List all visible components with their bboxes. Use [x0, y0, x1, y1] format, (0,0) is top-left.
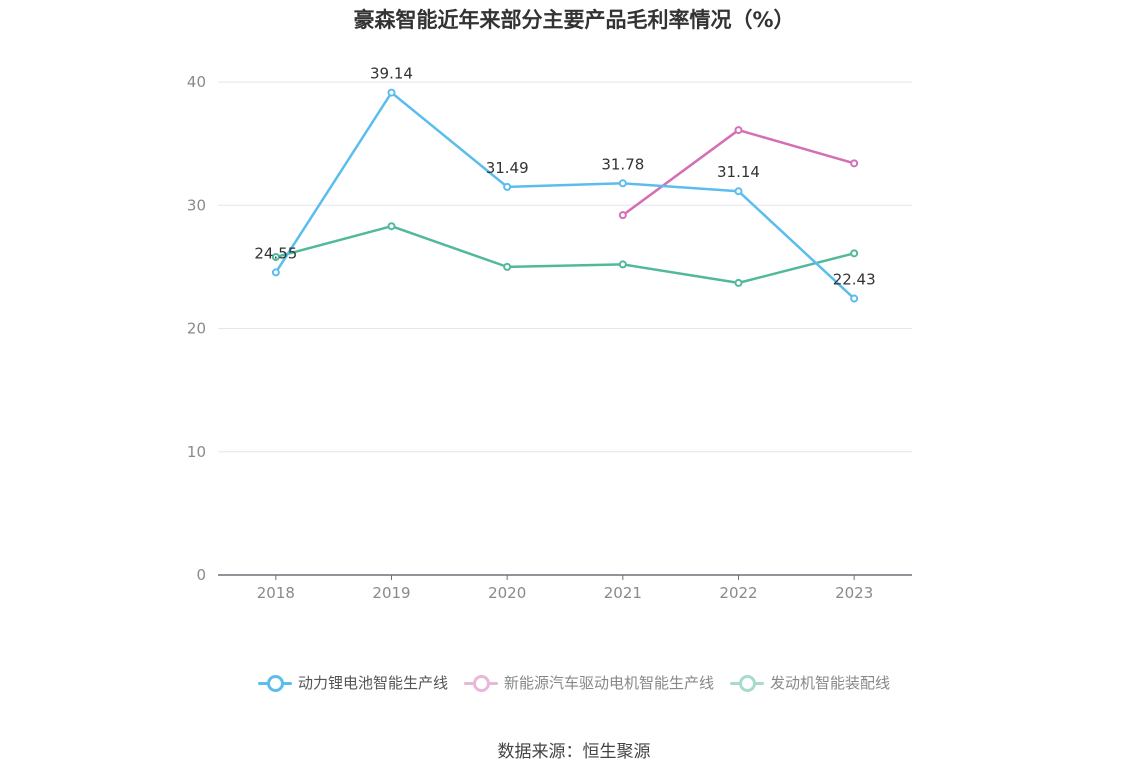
legend-marker: [257, 673, 292, 693]
data-point[interactable]: [850, 159, 859, 168]
data-point[interactable]: [734, 187, 743, 196]
y-tick-label: 0: [196, 566, 206, 584]
data-point[interactable]: [503, 262, 512, 271]
data-label: 31.14: [717, 163, 760, 181]
y-tick-label: 40: [187, 73, 206, 91]
legend-marker: [730, 673, 764, 693]
legend-label: 动力锂电池智能生产线: [297, 674, 448, 692]
series-3: [271, 222, 859, 287]
data-point[interactable]: [387, 88, 396, 97]
data-point[interactable]: [271, 253, 280, 262]
data-point[interactable]: [734, 278, 743, 287]
chart-title: 豪森智能近年来部分主要产品毛利率情况（%）: [353, 8, 795, 32]
series-line: [274, 91, 856, 300]
legend-label: 新能源汽车驱动电机智能生产线: [503, 674, 714, 692]
data-label: 31.49: [486, 159, 529, 177]
data-point[interactable]: [618, 211, 627, 220]
data-point[interactable]: [271, 268, 280, 277]
series-1: [271, 88, 859, 303]
data-point[interactable]: [503, 182, 512, 191]
data-label: 39.14: [370, 65, 413, 83]
series-line: [275, 224, 855, 285]
x-tick-label: 2021: [604, 584, 642, 602]
x-tick-label: 2018: [257, 584, 295, 602]
legend-label: 发动机智能装配线: [770, 674, 891, 692]
y-tick-label: 30: [187, 196, 206, 214]
legend: 动力锂电池智能生产线 新能源汽车驱动电机智能生产线 发动机智能装配线: [0, 672, 1148, 693]
y-axis-ticks: 0 10 20 30 40: [187, 73, 206, 584]
legend-item-3[interactable]: 发动机智能装配线: [730, 672, 890, 693]
data-point[interactable]: [618, 179, 627, 188]
data-source: 数据来源：恒生聚源: [497, 742, 651, 762]
x-axis: 2018 2019 2020 2021 2022 2023: [218, 574, 912, 602]
legend-marker: [463, 673, 498, 693]
line-chart: 0 10 20 30 40 2018 2019 2020 2021 2022 2023 24.55…: [187, 65, 912, 602]
grid-lines: [218, 81, 912, 453]
data-labels: 24.55 39.14 31.49 31.78 31.14 22.43: [254, 65, 875, 289]
data-point[interactable]: [850, 249, 859, 258]
y-tick-label: 20: [187, 320, 206, 338]
x-tick-label: 2022: [719, 584, 757, 602]
x-tick-label: 2023: [835, 584, 873, 602]
data-label: 22.43: [833, 271, 876, 289]
data-point[interactable]: [850, 294, 859, 303]
series-layer: [271, 88, 859, 303]
x-tick-label: 2020: [488, 584, 526, 602]
y-tick-label: 10: [187, 443, 206, 461]
data-point[interactable]: [387, 222, 396, 231]
legend-item-2[interactable]: 新能源汽车驱动电机智能生产线: [463, 672, 714, 693]
data-label: 24.55: [254, 244, 297, 262]
x-tick-label: 2019: [372, 584, 410, 602]
data-point[interactable]: [618, 260, 627, 269]
legend-item-1[interactable]: 动力锂电池智能生产线: [257, 672, 448, 693]
data-point[interactable]: [734, 126, 743, 135]
data-label: 31.78: [601, 155, 644, 173]
